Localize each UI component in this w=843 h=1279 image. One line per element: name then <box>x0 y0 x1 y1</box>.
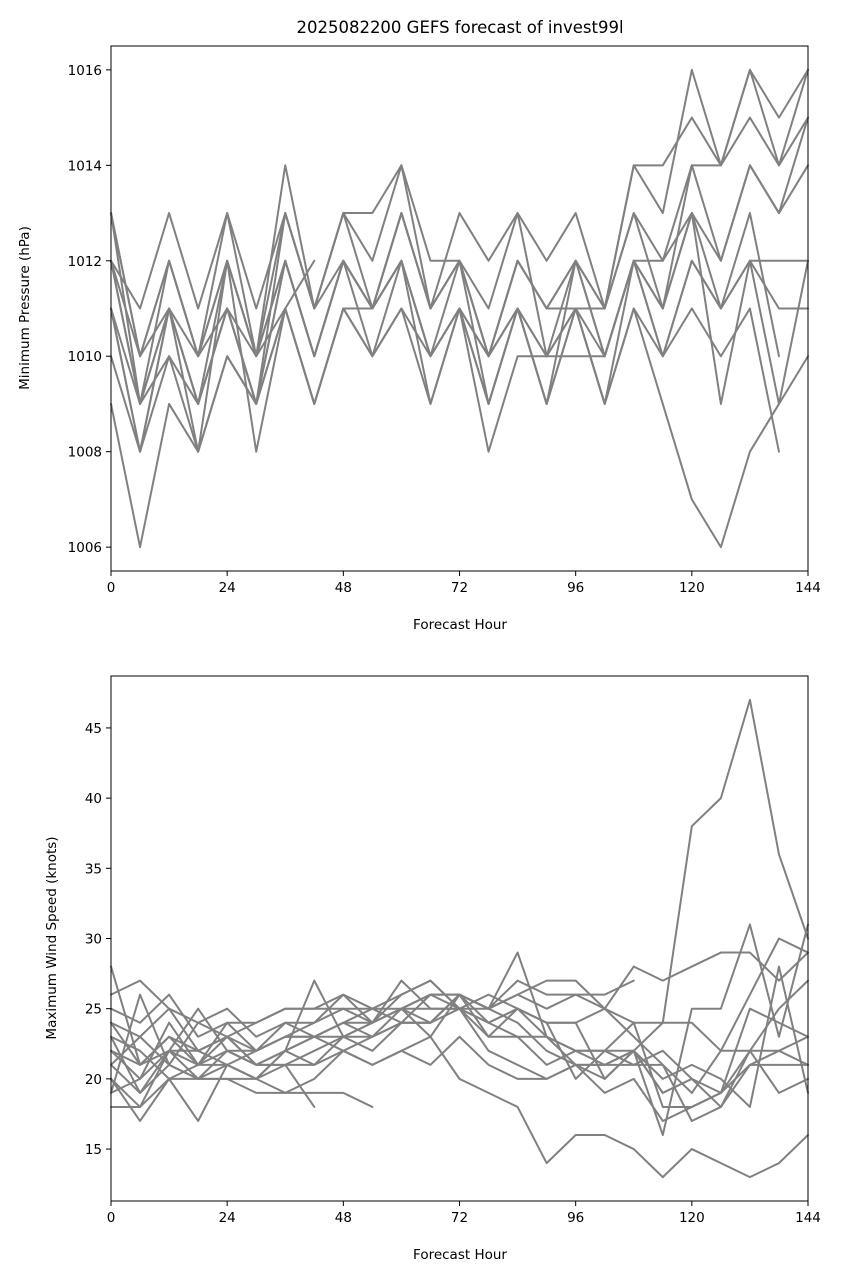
wind-plot-area <box>110 698 809 1179</box>
pressure-member-line-11 <box>110 212 809 453</box>
pressure-plot-area <box>110 68 809 549</box>
pressure-member-line-12 <box>110 259 316 453</box>
pressure-member-line-2 <box>110 68 809 310</box>
wind-x-tick-label: 72 <box>451 1210 468 1226</box>
wind-x-tick-label: 120 <box>679 1210 705 1226</box>
pressure-x-tick-label: 0 <box>107 580 116 596</box>
pressure-x-tick-label: 96 <box>567 580 584 596</box>
chart-title: 2025082200 GEFS forecast of invest99l <box>296 18 623 37</box>
pressure-x-tick-label: 24 <box>219 580 236 596</box>
wind-y-tick-label: 15 <box>85 1142 102 1158</box>
wind-y-tick-label: 30 <box>85 932 102 948</box>
wind-x-tick-label: 24 <box>219 1210 236 1226</box>
pressure-member-line-10 <box>110 212 780 405</box>
wind-x-tick-label: 144 <box>795 1210 821 1226</box>
pressure-x-axis-label: Forecast Hour <box>413 617 507 633</box>
pressure-y-tick-label: 1008 <box>68 445 102 461</box>
wind-member-line-16 <box>110 1007 316 1108</box>
wind-y-tick-label: 35 <box>85 861 102 877</box>
wind-x-ticks: 0 24 48 72 96 120 144 <box>107 1201 821 1226</box>
pressure-y-axis-label: Minimum Pressure (hPa) <box>17 226 33 390</box>
wind-panel: 0 24 48 72 96 120 144 15 20 25 30 35 40 45 Forecast … <box>44 675 821 1263</box>
pressure-x-tick-label: 144 <box>795 580 821 596</box>
wind-x-tick-label: 0 <box>107 1210 116 1226</box>
pressure-x-tick-label: 48 <box>335 580 352 596</box>
pressure-y-tick-label: 1006 <box>68 540 102 556</box>
pressure-y-ticks: 1006 1008 1010 1012 1014 1016 <box>68 63 111 556</box>
wind-y-tick-label: 40 <box>85 791 102 807</box>
pressure-x-tick-label: 120 <box>679 580 705 596</box>
pressure-y-tick-label: 1016 <box>68 63 102 79</box>
wind-x-axis-label: Forecast Hour <box>413 1247 507 1263</box>
wind-y-tick-label: 45 <box>85 721 102 737</box>
wind-x-tick-label: 48 <box>335 1210 352 1226</box>
pressure-y-tick-label: 1012 <box>68 254 102 270</box>
pressure-x-tick-label: 72 <box>451 580 468 596</box>
wind-member-line-15 <box>110 993 374 1108</box>
wind-y-tick-label: 25 <box>85 1002 102 1018</box>
wind-y-axis-label: Maximum Wind Speed (knots) <box>44 836 60 1039</box>
wind-x-tick-label: 96 <box>567 1210 584 1226</box>
pressure-panel: 2025082200 GEFS forecast of invest99l 0 2… <box>17 18 821 633</box>
pressure-member-line-9 <box>110 259 780 453</box>
wind-y-tick-label: 20 <box>85 1072 102 1088</box>
wind-member-line-13 <box>110 979 693 1094</box>
pressure-y-tick-label: 1014 <box>68 158 102 174</box>
pressure-y-tick-label: 1010 <box>68 349 102 365</box>
pressure-x-ticks: 0 24 48 72 96 120 144 <box>107 571 821 596</box>
wind-member-line-14 <box>110 979 635 1122</box>
wind-y-ticks: 15 20 25 30 35 40 45 <box>85 721 111 1158</box>
